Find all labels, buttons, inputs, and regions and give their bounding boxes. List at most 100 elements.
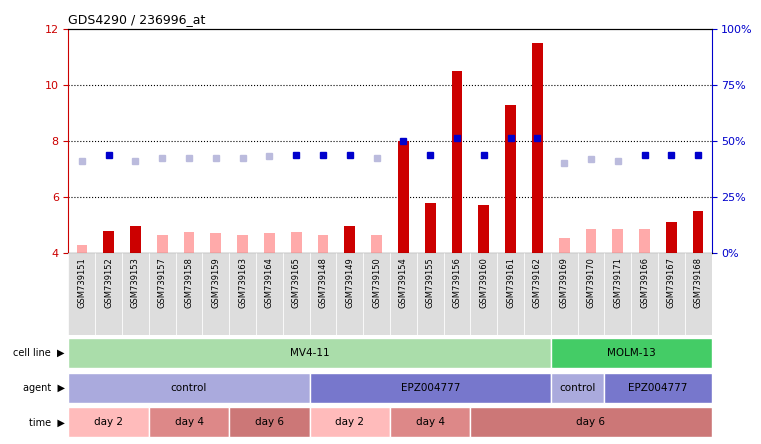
Text: EPZ004777: EPZ004777: [629, 383, 688, 393]
Bar: [497, 253, 524, 335]
Text: GDS4290 / 236996_at: GDS4290 / 236996_at: [68, 13, 206, 26]
Text: EPZ004777: EPZ004777: [400, 383, 460, 393]
Bar: [157, 235, 167, 253]
Bar: [524, 253, 551, 335]
Bar: [363, 253, 390, 335]
Bar: [291, 232, 301, 253]
Text: GSM739160: GSM739160: [479, 257, 489, 308]
Text: cell line  ▶: cell line ▶: [13, 348, 65, 358]
Bar: [613, 229, 623, 253]
Text: MV4-11: MV4-11: [290, 348, 330, 358]
Bar: [470, 253, 497, 335]
Bar: [604, 253, 631, 335]
Text: GSM739170: GSM739170: [587, 257, 595, 308]
Text: GSM739149: GSM739149: [345, 257, 355, 308]
Bar: [666, 222, 677, 253]
Bar: [229, 253, 256, 335]
Bar: [505, 104, 516, 253]
Text: GSM739161: GSM739161: [506, 257, 515, 308]
Bar: [183, 232, 194, 253]
Bar: [68, 338, 551, 368]
Bar: [604, 373, 712, 403]
Bar: [103, 231, 114, 253]
Text: GSM739156: GSM739156: [453, 257, 461, 308]
Text: GSM739151: GSM739151: [78, 257, 87, 308]
Text: GSM739159: GSM739159: [212, 257, 221, 308]
Text: GSM739158: GSM739158: [185, 257, 193, 308]
Bar: [444, 253, 470, 335]
Text: GSM739162: GSM739162: [533, 257, 542, 308]
Bar: [317, 235, 329, 253]
Bar: [639, 229, 650, 253]
Bar: [693, 211, 703, 253]
Text: MOLM-13: MOLM-13: [607, 348, 655, 358]
Bar: [470, 408, 712, 437]
Bar: [202, 253, 229, 335]
Bar: [658, 253, 685, 335]
Text: GSM739163: GSM739163: [238, 257, 247, 308]
Text: day 2: day 2: [336, 417, 365, 428]
Bar: [479, 206, 489, 253]
Text: day 6: day 6: [577, 417, 606, 428]
Bar: [345, 226, 355, 253]
Bar: [551, 373, 604, 403]
Text: day 4: day 4: [174, 417, 203, 428]
Text: GSM739167: GSM739167: [667, 257, 676, 308]
Bar: [264, 234, 275, 253]
Bar: [551, 338, 712, 368]
Bar: [559, 238, 569, 253]
Text: GSM739155: GSM739155: [425, 257, 435, 308]
Bar: [176, 253, 202, 335]
Bar: [256, 253, 283, 335]
Bar: [95, 253, 122, 335]
Text: control: control: [559, 383, 596, 393]
Text: GSM739148: GSM739148: [319, 257, 327, 308]
Text: time  ▶: time ▶: [29, 417, 65, 428]
Bar: [77, 245, 88, 253]
Text: GSM739165: GSM739165: [291, 257, 301, 308]
Bar: [310, 373, 551, 403]
Bar: [532, 43, 543, 253]
Text: GSM739152: GSM739152: [104, 257, 113, 308]
Text: GSM739171: GSM739171: [613, 257, 622, 308]
Bar: [310, 253, 336, 335]
Text: GSM739154: GSM739154: [399, 257, 408, 308]
Bar: [336, 253, 363, 335]
Bar: [398, 141, 409, 253]
Bar: [578, 253, 604, 335]
Text: control: control: [171, 383, 207, 393]
Text: agent  ▶: agent ▶: [23, 383, 65, 393]
Text: GSM739168: GSM739168: [693, 257, 702, 308]
Bar: [149, 408, 229, 437]
Bar: [425, 202, 435, 253]
Bar: [310, 408, 390, 437]
Bar: [390, 253, 417, 335]
Bar: [551, 253, 578, 335]
Bar: [417, 253, 444, 335]
Text: day 4: day 4: [416, 417, 444, 428]
Bar: [68, 253, 95, 335]
Bar: [631, 253, 658, 335]
Bar: [122, 253, 149, 335]
Bar: [390, 408, 470, 437]
Bar: [149, 253, 176, 335]
Bar: [451, 71, 463, 253]
Bar: [685, 253, 712, 335]
Text: day 6: day 6: [255, 417, 284, 428]
Bar: [237, 235, 248, 253]
Text: GSM739150: GSM739150: [372, 257, 381, 308]
Bar: [68, 408, 149, 437]
Bar: [211, 234, 221, 253]
Text: GSM739157: GSM739157: [158, 257, 167, 308]
Bar: [68, 373, 310, 403]
Bar: [229, 408, 310, 437]
Text: day 2: day 2: [94, 417, 123, 428]
Text: GSM739164: GSM739164: [265, 257, 274, 308]
Text: GSM739169: GSM739169: [559, 257, 568, 308]
Text: GSM739166: GSM739166: [640, 257, 649, 308]
Bar: [283, 253, 310, 335]
Bar: [586, 229, 597, 253]
Text: GSM739153: GSM739153: [131, 257, 140, 308]
Bar: [130, 226, 141, 253]
Bar: [371, 235, 382, 253]
